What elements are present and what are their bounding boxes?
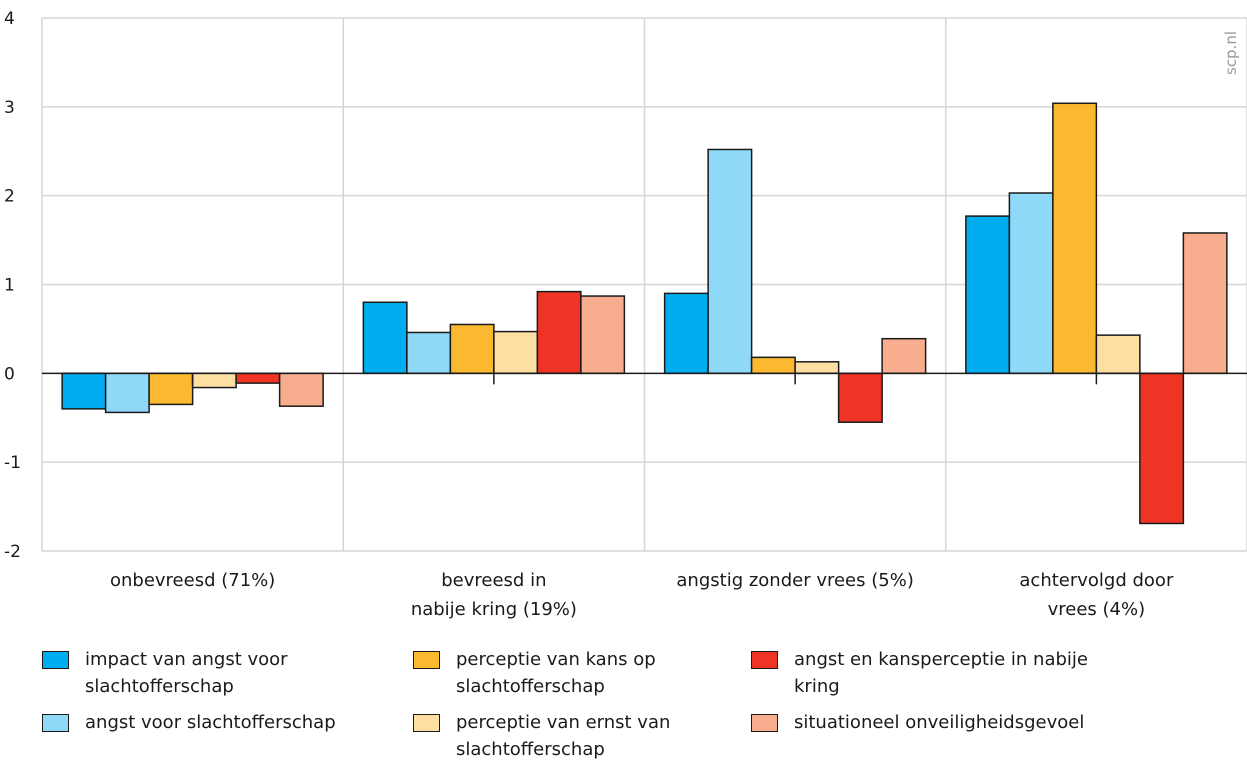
bar — [362, 301, 408, 375]
category-label-line: bevreesd in — [441, 570, 546, 591]
legend-label: situationeel onveiligheidsgevoel — [794, 709, 1084, 736]
category-label: bevreesd in nabije kring (19%) — [411, 570, 577, 620]
legend-label-line: slachtofferschap — [456, 739, 605, 760]
category-label: angstig zonder vrees (5%) — [676, 570, 913, 591]
bars — [61, 102, 1228, 525]
bar — [1182, 232, 1228, 375]
bar — [1008, 192, 1054, 375]
legend-label-line: perceptie van ernst van — [456, 712, 671, 733]
legend: impact van angst voor slachtofferschap ang… — [42, 646, 1232, 771]
watermark: scp.nl — [1222, 31, 1240, 75]
bar — [837, 372, 883, 423]
legend-label-line: angst en kansperceptie in nabije — [794, 649, 1088, 670]
y-tick-label: 0 — [4, 364, 15, 384]
category-label-line: angstig zonder vrees (5%) — [676, 570, 913, 591]
bar — [794, 361, 840, 375]
axes — [42, 372, 1247, 385]
legend-label: angst voor slachtofferschap — [85, 709, 336, 736]
grid — [41, 17, 1247, 552]
category-label-line: nabije kring (19%) — [411, 599, 577, 620]
y-tick-label: 4 — [4, 9, 15, 29]
legend-swatch — [42, 714, 69, 732]
category-label: onbevreesd (71%) — [110, 570, 275, 591]
y-tick-label: 2 — [4, 187, 15, 207]
y-tick-label: -2 — [4, 542, 21, 562]
bar — [1095, 334, 1141, 375]
legend-label: perceptie van kans op slachtofferschap — [456, 646, 656, 700]
legend-label-line: perceptie van kans op — [456, 649, 656, 670]
y-tick-label: -1 — [4, 453, 21, 473]
bar — [61, 372, 107, 410]
bar — [965, 215, 1011, 375]
category-label-line: onbevreesd (71%) — [110, 570, 275, 591]
legend-label-line: kring — [794, 676, 840, 697]
y-tick-label: 3 — [4, 98, 15, 118]
legend-swatch — [751, 651, 778, 669]
bar — [449, 323, 495, 375]
bar-chart: 4 3 2 1 0 -1 -2 onbevreesd (71%) bevreesd in nabi… — [4, 9, 1247, 620]
legend-label-line: angst voor slachtofferschap — [85, 712, 336, 733]
bar — [235, 372, 281, 384]
legend-swatch — [42, 651, 69, 669]
bar — [750, 356, 796, 375]
legend-item: perceptie van kans op slachtofferschap — [413, 646, 656, 700]
bar — [406, 331, 452, 375]
bar — [148, 372, 194, 406]
legend-item: angst en kansperceptie in nabije kring — [751, 646, 1088, 700]
legend-item: angst voor slachtofferschap — [42, 709, 336, 736]
bar — [663, 292, 709, 375]
labels: 4 3 2 1 0 -1 -2 onbevreesd (71%) bevreesd in nabi… — [4, 9, 1174, 620]
legend-label-line: slachtofferschap — [85, 676, 234, 697]
y-tick-label: 1 — [4, 276, 15, 296]
bar — [580, 295, 626, 375]
bar — [536, 290, 582, 375]
bar — [191, 372, 237, 389]
legend-swatch — [751, 714, 778, 732]
bar — [707, 148, 753, 375]
legend-item: situationeel onveiligheidsgevoel — [751, 709, 1084, 736]
bar — [104, 372, 150, 414]
legend-label-line: slachtofferschap — [456, 676, 605, 697]
bar — [1052, 102, 1098, 375]
legend-label: angst en kansperceptie in nabije kring — [794, 646, 1088, 700]
bar — [278, 372, 324, 407]
bar — [493, 330, 539, 375]
legend-item: perceptie van ernst van slachtofferschap — [413, 709, 670, 763]
legend-label: perceptie van ernst van slachtofferschap — [456, 709, 670, 763]
legend-swatch — [413, 714, 440, 732]
bar — [881, 337, 927, 375]
category-label-line: achtervolgd door — [1019, 570, 1174, 591]
bar — [1139, 372, 1185, 525]
category-label-line: vrees (4%) — [1048, 599, 1146, 620]
legend-label-line: situationeel onveiligheidsgevoel — [794, 712, 1085, 733]
category-label: achtervolgd door vrees (4%) — [1019, 570, 1174, 620]
legend-item: impact van angst voor slachtofferschap — [42, 646, 288, 700]
legend-label: impact van angst voor slachtofferschap — [85, 646, 288, 700]
legend-label-line: impact van angst voor — [85, 649, 288, 670]
legend-swatch — [413, 651, 440, 669]
